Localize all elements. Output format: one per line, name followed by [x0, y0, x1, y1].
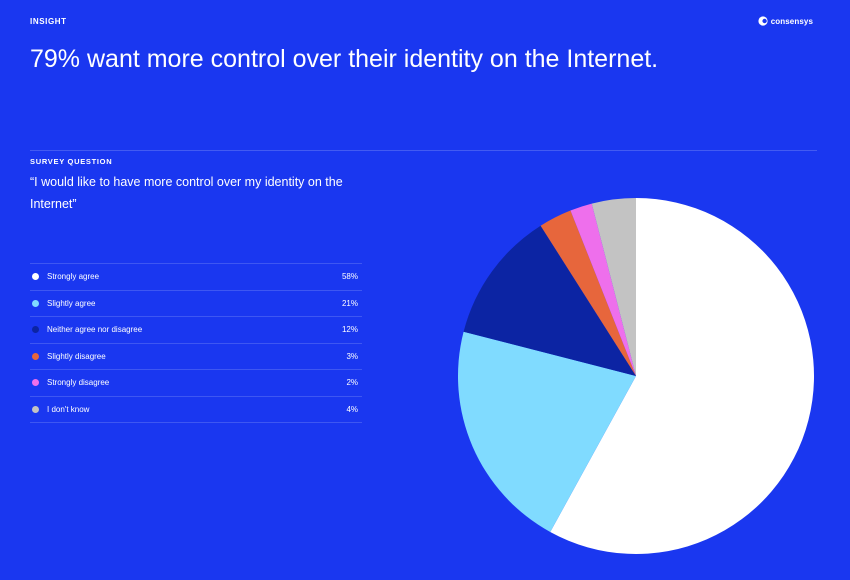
legend-item-dont-know: I don't know 4% [30, 397, 362, 423]
legend-label: Strongly agree [47, 272, 100, 282]
legend-value: 58% [341, 272, 358, 282]
legend-label: I don't know [47, 404, 90, 414]
legend-item-strongly-agree: Strongly agree 58% [30, 264, 362, 291]
survey-question-label: SURVEY QUESTION [30, 157, 113, 166]
legend-swatch [32, 326, 39, 334]
legend-value: 21% [341, 298, 358, 308]
legend-swatch [32, 352, 39, 360]
legend-label: Strongly disagree [47, 378, 110, 388]
legend-value: 4% [346, 404, 358, 414]
brand-name: consensys [770, 16, 813, 26]
pie-chart [457, 198, 815, 554]
page-title: 79% want more control over their identit… [30, 45, 659, 73]
legend-value: 12% [341, 325, 358, 335]
pie-slice-strongly-agree [550, 198, 815, 554]
header-divider [30, 150, 817, 151]
legend-label: Slightly disagree [47, 351, 106, 361]
legend-swatch [32, 379, 39, 387]
legend-item-slightly-disagree: Slightly disagree 3% [30, 344, 362, 370]
legend-item-strongly-disagree: Strongly disagree 2% [30, 370, 362, 397]
survey-question-text: “I would like to have more control over … [30, 175, 343, 211]
legend-swatch [32, 405, 39, 413]
pie-slice-dont-know [591, 198, 636, 376]
pie-slice-slightly-disagree [540, 210, 636, 376]
section-kicker: INSIGHT [30, 17, 67, 26]
chart-legend: Strongly agree 58% Slightly agree 21% Ne… [30, 263, 362, 423]
legend-swatch [32, 299, 39, 307]
legend-value: 2% [346, 378, 358, 388]
consensys-logo-icon [758, 16, 768, 26]
pie-slice-neither [463, 225, 636, 376]
legend-item-neither: Neither agree nor disagree 12% [30, 317, 362, 344]
pie-slice-slightly-agree [457, 331, 636, 532]
brand-logo: consensys [758, 16, 813, 26]
legend-value: 3% [346, 351, 358, 361]
pie-slice-strongly-disagree [570, 203, 636, 376]
legend-label: Neither agree nor disagree [47, 325, 143, 335]
legend-swatch [32, 273, 39, 281]
legend-label: Slightly agree [47, 298, 96, 308]
legend-item-slightly-agree: Slightly agree 21% [30, 291, 362, 317]
